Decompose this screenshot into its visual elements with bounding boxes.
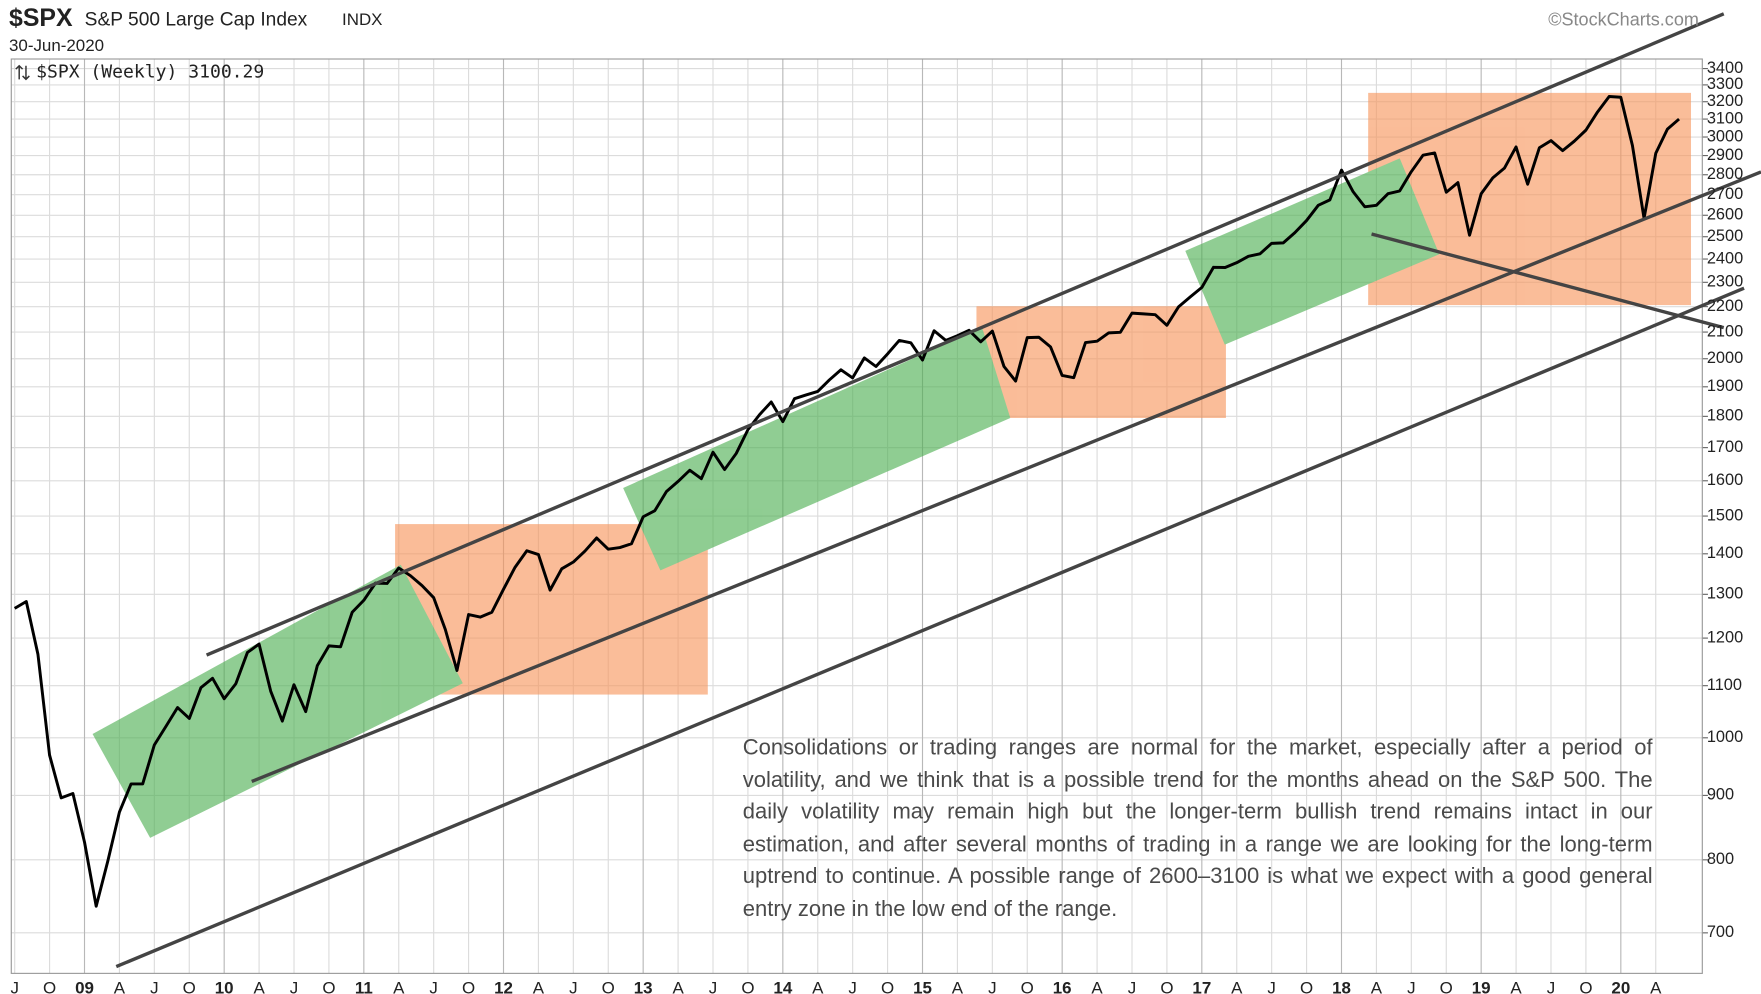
- watermark: ©StockCharts.com: [1548, 9, 1699, 29]
- x-tick-label: O: [1440, 979, 1453, 994]
- x-tick-label: J: [290, 979, 298, 994]
- y-tick-label: 800: [1707, 850, 1734, 868]
- y-tick-label: 1600: [1707, 471, 1743, 489]
- y-tick-label: 2800: [1707, 165, 1743, 183]
- range-box: [976, 306, 1226, 418]
- y-tick-label: 1900: [1707, 377, 1743, 395]
- x-tick-label: 13: [634, 979, 653, 994]
- x-tick-label: A: [1231, 979, 1243, 994]
- y-tick-label: 900: [1707, 786, 1734, 804]
- y-tick-label: 2400: [1707, 249, 1743, 267]
- y-tick-label: 1200: [1707, 628, 1743, 646]
- x-tick-label: 17: [1192, 979, 1211, 994]
- trend-line: [205, 12, 1725, 657]
- y-tick-label: 3100: [1707, 109, 1743, 127]
- x-tick-label: O: [1021, 979, 1034, 994]
- plot-frame: [10, 58, 1703, 974]
- x-tick-label: A: [1371, 979, 1383, 994]
- trend-zone: [92, 564, 463, 838]
- x-tick-label: 20: [1611, 979, 1630, 994]
- x-tick-label: A: [114, 979, 126, 994]
- date: 30-Jun-2020: [9, 36, 104, 55]
- x-tick-label: O: [43, 979, 56, 994]
- x-tick-label: O: [1579, 979, 1592, 994]
- x-tick-label: A: [253, 979, 265, 994]
- x-tick-label: J: [709, 979, 717, 994]
- x-tick-label: O: [322, 979, 335, 994]
- legend: $SPX (Weekly) 3100.29: [36, 62, 264, 83]
- x-tick-label: 12: [494, 979, 513, 994]
- y-tick-label: 1700: [1707, 438, 1743, 456]
- y-tick-label: 700: [1707, 923, 1734, 941]
- y-tick-label: 1100: [1707, 676, 1742, 694]
- symbol: $SPX: [9, 5, 73, 32]
- y-tick-label: 1400: [1707, 544, 1743, 562]
- x-tick-label: A: [393, 979, 405, 994]
- y-tick-label: 2100: [1707, 322, 1743, 340]
- annotation-box: Consolidations or trading ranges are nor…: [742, 735, 1653, 922]
- y-tick-label: 2600: [1707, 206, 1743, 224]
- x-tick-label: J: [10, 979, 18, 994]
- x-tick-label: A: [1091, 979, 1103, 994]
- x-tick-label: A: [533, 979, 545, 994]
- x-tick-label: J: [1128, 979, 1136, 994]
- y-tick-label: 1300: [1707, 585, 1743, 603]
- x-tick-label: A: [672, 979, 684, 994]
- series: [13, 95, 1681, 908]
- trend-zone: [623, 327, 1011, 571]
- price-line: [13, 95, 1681, 908]
- x-tick-label: O: [1160, 979, 1173, 994]
- x-tick-label: 10: [215, 979, 234, 994]
- x-tick-label: 09: [75, 979, 94, 994]
- trend-line: [115, 286, 1745, 969]
- x-tick-label: O: [602, 979, 615, 994]
- x-tick-label: O: [462, 979, 475, 994]
- x-tick-label: J: [848, 979, 856, 994]
- x-tick-label: J: [1267, 979, 1275, 994]
- x-tick-label: A: [952, 979, 964, 994]
- x-tick-label: A: [1510, 979, 1522, 994]
- y-tick-label: 3300: [1707, 75, 1743, 93]
- y-tick-label: 2200: [1707, 297, 1743, 315]
- x-tick-label: J: [1547, 979, 1555, 994]
- y-tick-label: 2500: [1707, 227, 1743, 245]
- y-tick-label: 1000: [1707, 728, 1743, 746]
- y-tick-label: 2000: [1707, 349, 1743, 367]
- x-tick-label: J: [988, 979, 996, 994]
- trend-lines: [115, 12, 1761, 969]
- y-tick-label: 2300: [1707, 273, 1743, 291]
- x-tick-label: 18: [1332, 979, 1351, 994]
- y-tick-label: 2700: [1707, 185, 1743, 203]
- x-tick-label: 14: [773, 979, 792, 994]
- x-tick-label: J: [1407, 979, 1415, 994]
- y-tick-label: 3200: [1707, 92, 1743, 110]
- x-tick-label: 16: [1053, 979, 1072, 994]
- y-tick-label: 1800: [1707, 407, 1743, 425]
- y-tick-label: 3000: [1707, 127, 1743, 145]
- trend-line: [1371, 232, 1725, 330]
- legend-icon: [15, 64, 30, 81]
- y-tick-label: 3400: [1707, 59, 1743, 77]
- x-tick-label: 11: [355, 979, 373, 994]
- exchange: INDX: [342, 10, 382, 29]
- range-box: [1368, 92, 1692, 306]
- x-tick-label: J: [150, 979, 158, 994]
- x-tick-label: A: [812, 979, 824, 994]
- chart-title: S&P 500 Large Cap Index: [85, 10, 308, 31]
- trend-line: [251, 170, 1761, 784]
- x-tick-label: O: [741, 979, 754, 994]
- x-tick-label: J: [569, 979, 577, 994]
- x-tick-label: A: [1650, 979, 1662, 994]
- x-tick-label: 19: [1472, 979, 1491, 994]
- x-tick-label: O: [881, 979, 894, 994]
- y-tick-label: 1500: [1707, 506, 1743, 524]
- x-tick-label: O: [183, 979, 196, 994]
- x-tick-label: J: [429, 979, 437, 994]
- annotation: Consolidations or trading ranges are nor…: [742, 735, 1653, 922]
- x-tick-label: O: [1300, 979, 1313, 994]
- y-tick-label: 2900: [1707, 146, 1743, 164]
- x-tick-label: 15: [913, 979, 932, 994]
